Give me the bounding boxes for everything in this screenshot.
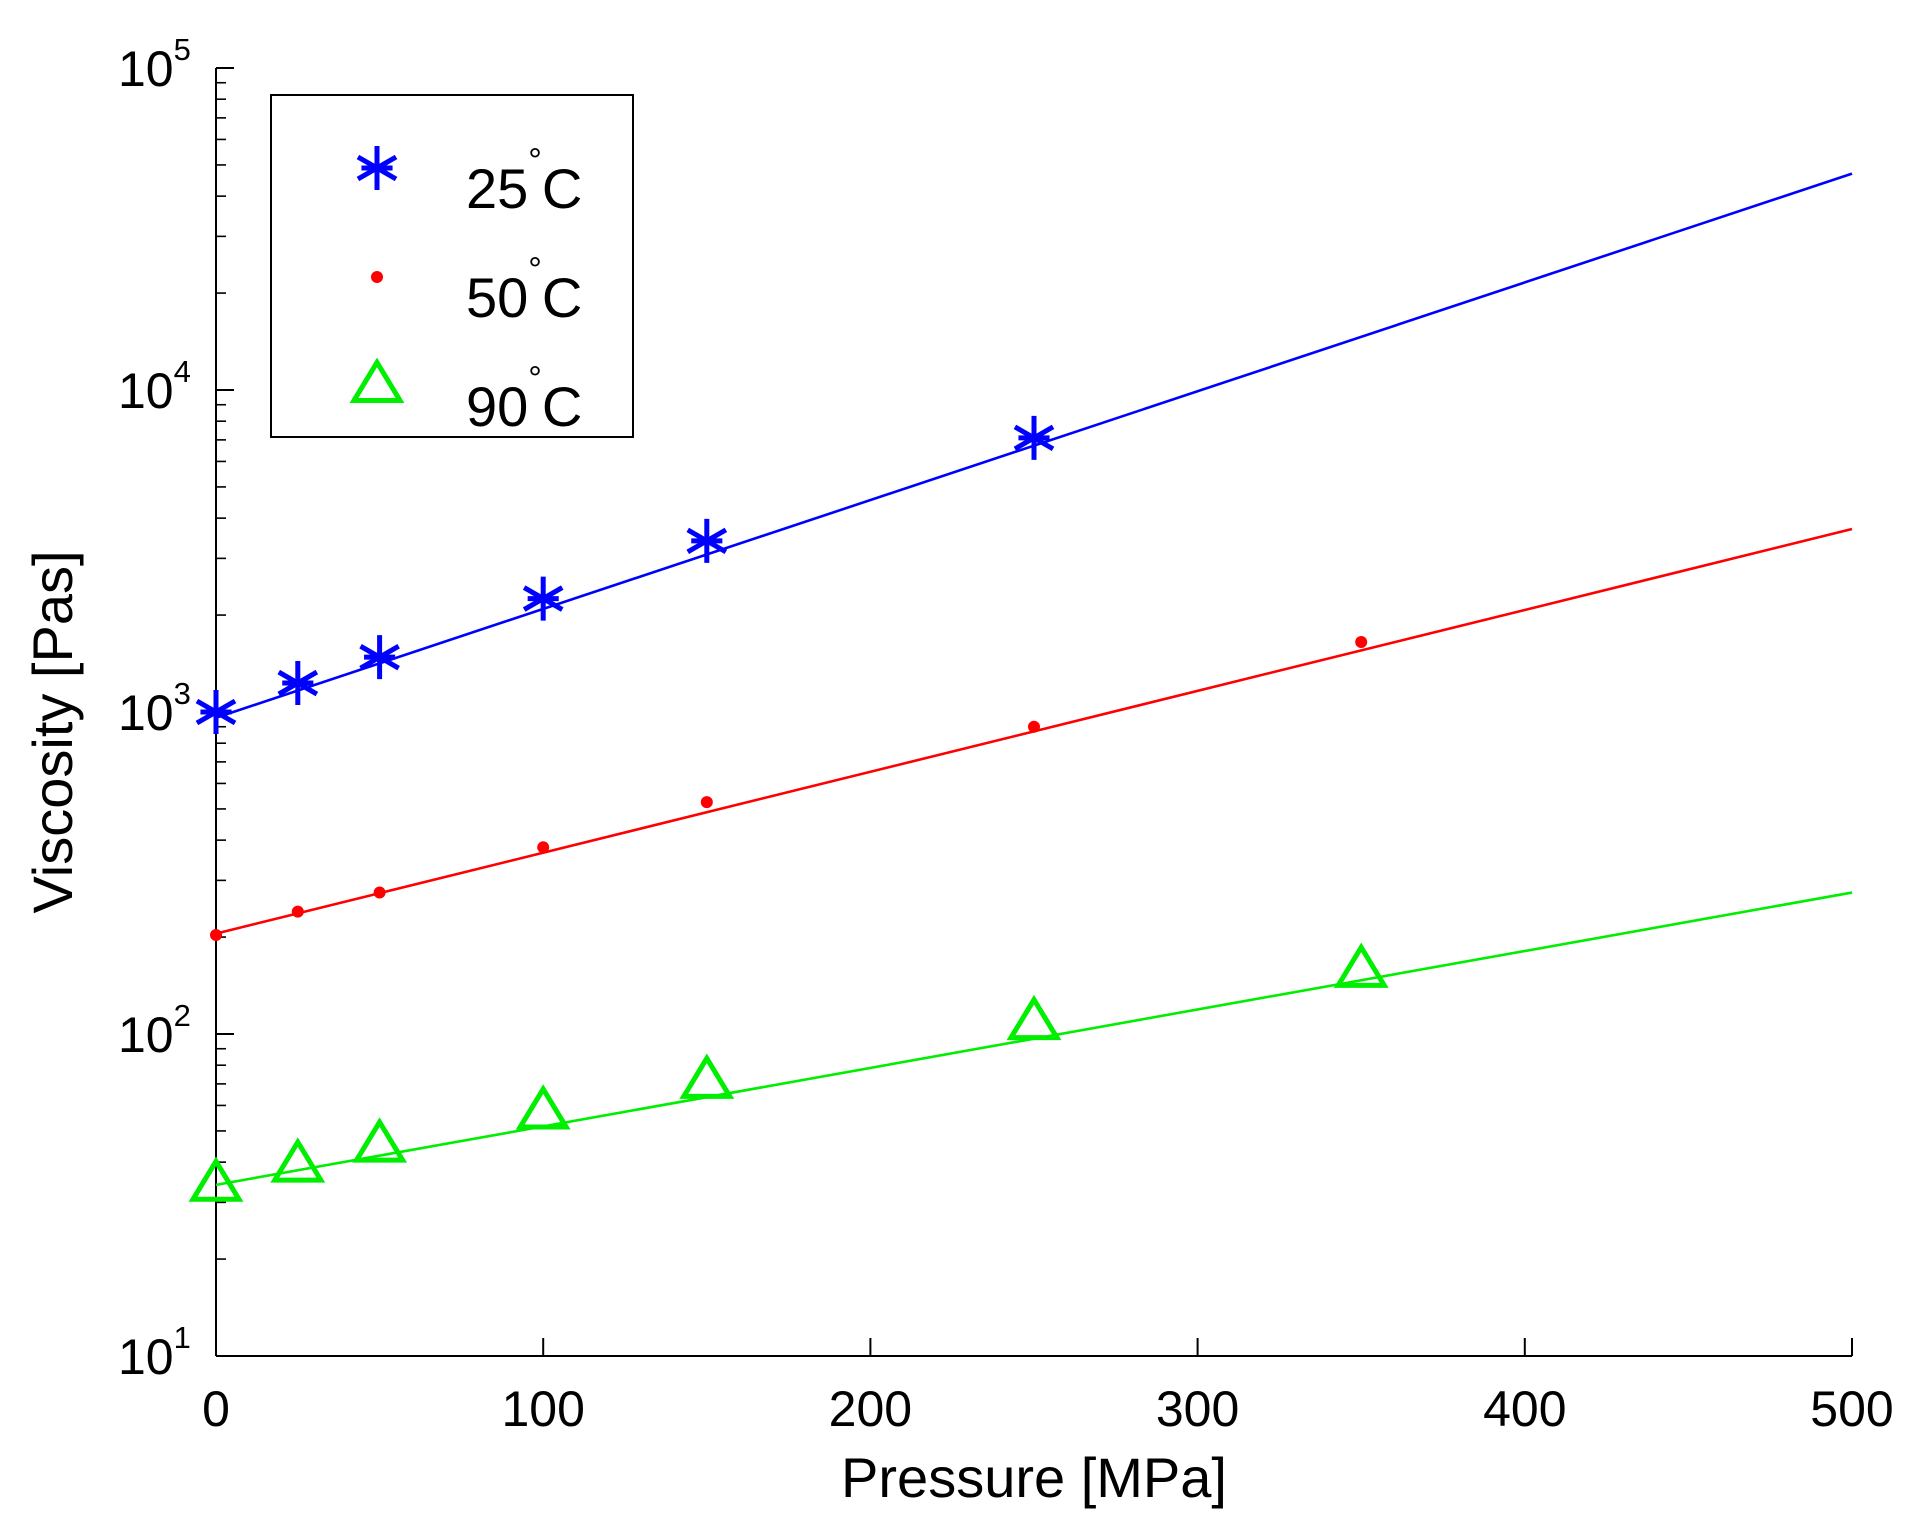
x-tick-label: 500	[1810, 1381, 1893, 1437]
x-tick-label: 0	[202, 1381, 230, 1437]
data-point-series-1	[195, 690, 237, 734]
legend-label-1: 25°C	[466, 142, 582, 220]
legend-marker-1	[356, 146, 398, 190]
data-points	[188, 415, 1389, 1202]
y-tick-label: 104	[118, 354, 191, 419]
legend-box	[270, 94, 634, 438]
data-point-series-3	[352, 1117, 408, 1163]
data-point-series-1	[522, 576, 564, 621]
y-tick-label: 105	[118, 32, 191, 97]
data-point-series-3	[679, 1053, 735, 1099]
y-tick-label: 101	[118, 1320, 191, 1385]
y-tick-label: 103	[118, 676, 191, 741]
tick-labels: 0 100 200 300 400 500 101 102 103 104 105	[118, 32, 1894, 1437]
data-point-series-3	[515, 1084, 571, 1130]
x-axis-title: Pressure [MPa]	[841, 1446, 1227, 1509]
x-tick-label: 200	[829, 1381, 912, 1437]
data-point-series-3	[1006, 994, 1062, 1041]
data-point-series-3	[1333, 942, 1389, 988]
data-point-series-3	[270, 1137, 326, 1183]
x-tick-label: 100	[501, 1381, 584, 1437]
y-tick-label: 102	[118, 998, 191, 1063]
data-point-series-2	[291, 905, 304, 918]
legend-label-3: 90°C	[466, 360, 582, 438]
data-point-series-2	[373, 886, 386, 899]
x-tick-label: 300	[1156, 1381, 1239, 1437]
legend-marker-3	[349, 357, 405, 403]
data-point-series-1	[1013, 415, 1055, 460]
y-axis-title: Viscosity [Pas]	[21, 550, 84, 913]
data-point-series-2	[537, 841, 550, 854]
legend: 25°C 50°C 90°C	[270, 94, 634, 438]
data-point-series-2	[1028, 720, 1040, 733]
data-point-series-3	[188, 1156, 244, 1202]
x-tick-label: 400	[1483, 1381, 1566, 1437]
legend-marker-2	[371, 271, 383, 283]
data-point-series-2	[1355, 635, 1368, 648]
data-point-series-2	[700, 796, 713, 809]
data-point-series-1	[359, 635, 400, 680]
data-point-series-1	[686, 518, 728, 563]
data-point-series-1	[277, 661, 319, 706]
legend-label-2: 50°C	[466, 251, 582, 329]
data-point-series-2	[210, 928, 222, 941]
